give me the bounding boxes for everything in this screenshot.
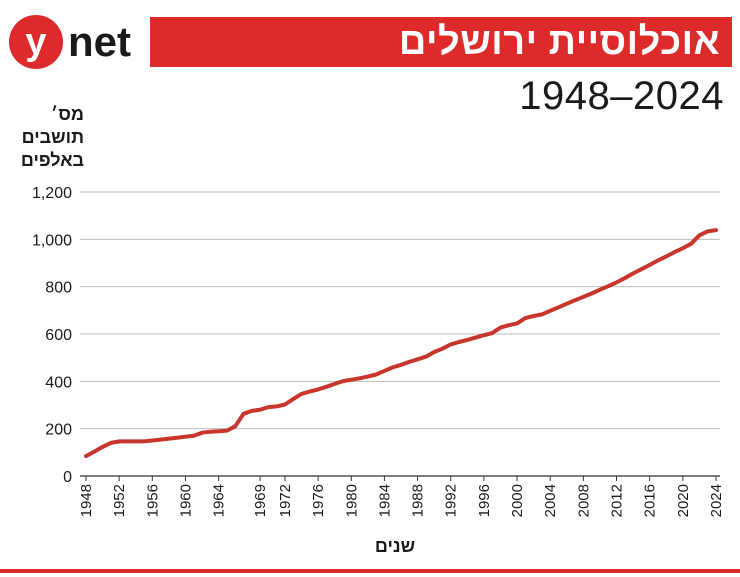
x-tick-label: 1969 [252,484,269,517]
x-tick-label: 1952 [111,484,128,517]
y-tick-label: 1,000 [32,232,72,249]
x-tick-label: 1972 [277,484,294,517]
x-tick-label: 2020 [675,484,692,517]
y-axis-label-line: מס׳ [51,104,84,124]
ynet-logo: y net [9,15,131,69]
x-tick-label: 2004 [542,484,559,517]
x-tick-label: 1960 [177,484,194,517]
x-tick-label: 1984 [376,484,393,517]
x-tick-label: 1980 [343,484,360,517]
logo-word: net [68,18,131,65]
x-tick-label: 1976 [310,484,327,517]
y-axis-label: מס׳ תושבים באלפים [8,103,84,172]
x-tick-label: 1988 [410,484,427,517]
y-tick-label: 800 [45,280,72,297]
x-tick-label: 2008 [575,484,592,517]
y-axis-label-line: באלפים [20,150,84,170]
x-tick-label: 2000 [509,484,526,517]
y-axis-label-line: תושבים [21,127,84,147]
x-tick-label: 2024 [708,484,725,517]
chart-subtitle: 1948–2024 [519,74,724,118]
y-tick-label: 600 [45,327,72,344]
x-tick-label: 1948 [78,484,95,517]
x-tick-label: 1964 [211,484,228,517]
population-series-line [84,228,718,459]
x-tick-label: 1956 [144,484,161,517]
x-tick-label: 2016 [642,484,659,517]
x-tick-label: 2012 [609,484,626,517]
title-bar: אוכלוסיית ירושלים [150,17,732,67]
footer-rule [0,569,740,573]
y-tick-label: 0 [63,469,72,486]
y-tick-label: 200 [45,422,72,439]
page-title: אוכלוסיית ירושלים [398,20,720,63]
y-tick-label: 400 [45,374,72,391]
x-tick-label: 1996 [476,484,493,517]
x-tick-label: 1992 [443,484,460,517]
x-axis-label: שנים [374,536,416,556]
logo-letter: y [25,21,46,63]
y-tick-label: 1,200 [32,185,72,202]
